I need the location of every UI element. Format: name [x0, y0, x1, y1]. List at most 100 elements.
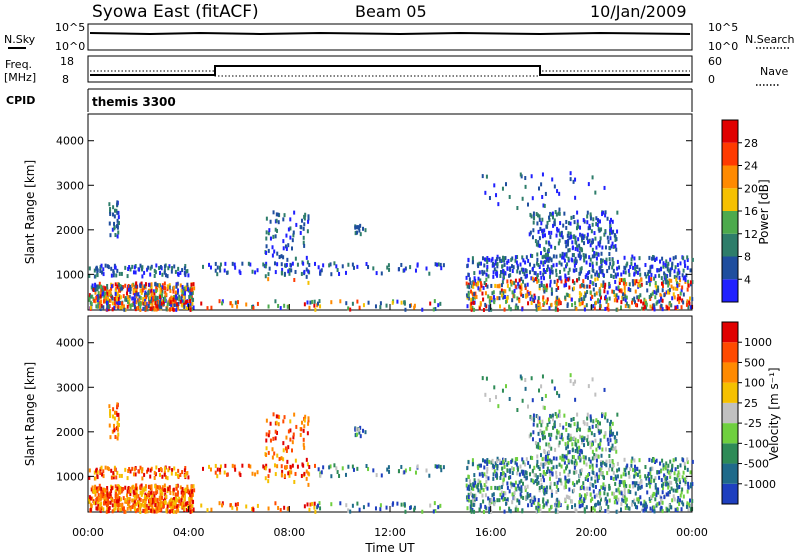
echo-cell: [344, 472, 347, 477]
echo-cell: [145, 507, 148, 512]
echo-cell: [551, 379, 554, 384]
echo-cell: [349, 307, 352, 312]
echo-cell: [156, 497, 159, 502]
echo-cell: [166, 302, 169, 307]
echo-cell: [306, 502, 309, 507]
echo-cell: [433, 299, 436, 304]
echo-cell: [655, 458, 658, 463]
echo-cell: [515, 462, 518, 467]
echo-cell: [574, 448, 577, 453]
echo-cell: [511, 298, 514, 303]
echo-cell: [439, 262, 442, 267]
echo-cell: [134, 486, 137, 491]
echo-cell: [116, 200, 119, 205]
y-tick-label: 2000: [56, 224, 84, 237]
echo-cell: [494, 485, 497, 490]
echo-cell: [661, 283, 664, 288]
echo-cell: [396, 299, 399, 304]
echo-cell: [183, 291, 186, 296]
echo-cell: [543, 228, 546, 233]
echo-cell: [565, 484, 568, 489]
echo-cell: [546, 220, 549, 225]
colorbar-segment: [722, 211, 738, 234]
echo-cell: [640, 299, 643, 304]
echo-cell: [582, 481, 585, 486]
echo-cell: [540, 251, 543, 256]
echo-cell: [481, 291, 484, 296]
echo-cell: [610, 273, 613, 278]
echo-cell: [111, 498, 114, 503]
echo-cell: [479, 483, 482, 488]
x-axis-label: Time UT: [364, 541, 415, 554]
echo-cell: [569, 231, 572, 236]
echo-cell: [538, 419, 541, 424]
echo-cell: [103, 495, 106, 500]
echo-cell: [110, 266, 113, 271]
echo-cell: [206, 508, 209, 513]
echo-cell: [602, 210, 605, 215]
echo-cell: [508, 506, 511, 511]
echo-cell: [614, 279, 617, 284]
echo-cell: [625, 295, 628, 300]
colorbar-segment: [722, 423, 738, 444]
echo-cell: [233, 464, 236, 469]
echo-cell: [186, 484, 189, 489]
echo-cell: [615, 449, 618, 454]
echo-cell: [504, 384, 507, 389]
echo-cell: [128, 504, 131, 509]
echo-cell: [554, 245, 557, 250]
echo-cell: [612, 431, 615, 436]
echo-cell: [518, 284, 521, 289]
echo-cell: [487, 274, 490, 279]
echo-cell: [599, 497, 602, 502]
freq-label-1: Freq.: [5, 58, 32, 71]
echo-cell: [496, 271, 499, 276]
echo-cell: [293, 479, 296, 484]
echo-cell: [502, 477, 505, 482]
echo-cell: [543, 469, 546, 474]
velocity-heatmap-cells: [88, 373, 694, 514]
echo-cell: [661, 288, 664, 293]
echo-cell: [493, 499, 496, 504]
echo-cell: [595, 463, 598, 468]
echo-cell: [265, 230, 268, 235]
echo-cell: [138, 295, 141, 300]
echo-cell: [625, 301, 628, 306]
echo-cell: [151, 497, 154, 502]
echo-cell: [611, 459, 614, 464]
echo-cell: [218, 467, 221, 472]
echo-cell: [218, 265, 221, 270]
echo-cell: [521, 196, 524, 201]
echo-cell: [245, 504, 248, 509]
echo-cell: [180, 504, 183, 509]
echo-cell: [150, 306, 153, 311]
echo-cell: [604, 259, 607, 264]
echo-cell: [113, 265, 116, 270]
echo-cell: [583, 256, 586, 261]
colorbar-segment: [722, 443, 738, 464]
echo-cell: [586, 412, 589, 417]
echo-cell: [526, 202, 529, 207]
echo-cell: [557, 443, 560, 448]
echo-cell: [620, 305, 623, 310]
echo-cell: [654, 497, 657, 502]
echo-cell: [530, 214, 533, 219]
echo-cell: [432, 509, 435, 514]
echo-cell: [585, 462, 588, 467]
echo-cell: [559, 478, 562, 483]
echo-cell: [521, 279, 524, 284]
echo-cell: [170, 471, 173, 476]
echo-cell: [498, 296, 501, 301]
echo-cell: [516, 471, 519, 476]
echo-cell: [482, 487, 485, 492]
echo-cell: [113, 428, 116, 433]
nsky-tick-top: 10^5: [55, 21, 85, 34]
echo-cell: [569, 433, 572, 438]
echo-cell: [150, 286, 153, 291]
echo-cell: [564, 295, 567, 300]
echo-cell: [631, 502, 634, 507]
echo-cell: [650, 272, 653, 277]
echo-cell: [172, 487, 175, 492]
echo-cell: [484, 190, 487, 195]
echo-cell: [509, 273, 512, 278]
